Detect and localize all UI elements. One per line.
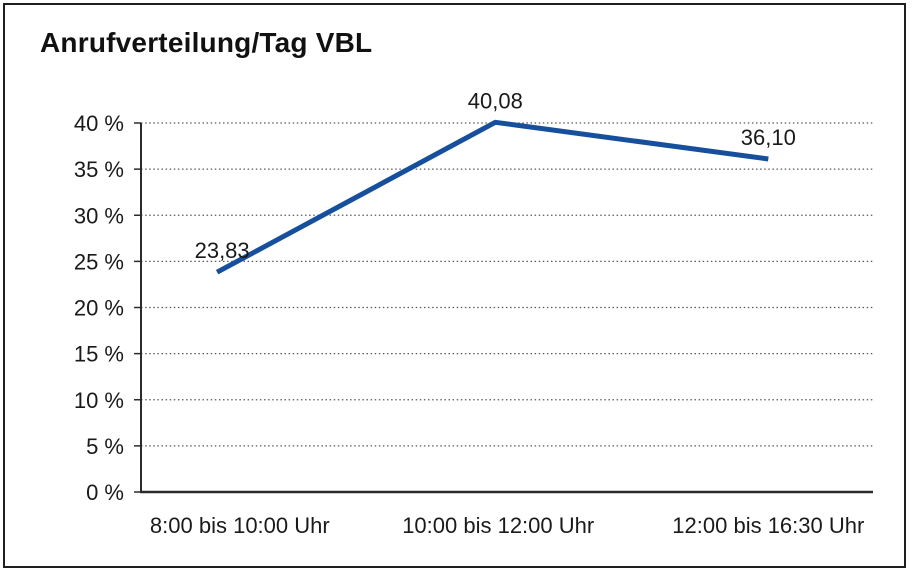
data-label-2: 36,10 bbox=[741, 125, 796, 150]
y-tick-label-40: 40 % bbox=[74, 111, 124, 136]
y-tick-label-5: 5 % bbox=[86, 434, 124, 459]
y-tick-label-25: 25 % bbox=[74, 249, 124, 274]
x-tick-label-0: 8:00 bis 10:00 Uhr bbox=[150, 513, 330, 538]
chart-title: Anrufverteilung/Tag VBL bbox=[40, 27, 373, 58]
y-tick-label-20: 20 % bbox=[74, 296, 124, 321]
data-label-0: 23,83 bbox=[195, 238, 250, 263]
data-line bbox=[215, 119, 769, 275]
y-tick-label-35: 35 % bbox=[74, 157, 124, 182]
y-tick-label-0: 0 % bbox=[86, 480, 124, 505]
y-tick-label-15: 15 % bbox=[74, 342, 124, 367]
x-tick-label-1: 10:00 bis 12:00 Uhr bbox=[402, 513, 594, 538]
y-tick-label-10: 10 % bbox=[74, 388, 124, 413]
x-tick-label-2: 12:00 bis 16:30 Uhr bbox=[672, 513, 864, 538]
data-label-1: 40,08 bbox=[468, 88, 523, 113]
y-tick-label-30: 30 % bbox=[74, 203, 124, 228]
